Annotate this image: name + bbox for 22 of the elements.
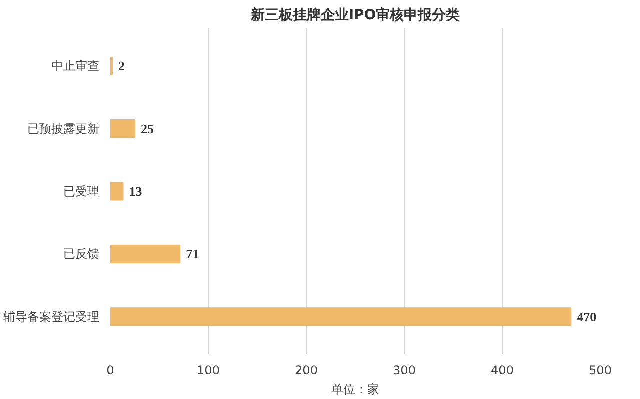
x-tick-label: 0 bbox=[106, 364, 114, 378]
data-label: 71 bbox=[186, 246, 200, 262]
chart-title: 新三板挂牌企业IPO审核申报分类 bbox=[250, 6, 460, 24]
y-tick-label: 中止审查 bbox=[52, 59, 100, 74]
data-label: 2 bbox=[118, 58, 125, 74]
y-tick-label: 已反馈 bbox=[64, 247, 100, 262]
x-axis-title: 单位：家 bbox=[332, 382, 380, 396]
bar bbox=[110, 182, 124, 201]
bar bbox=[110, 308, 572, 326]
y-tick-label: 辅导备案登记受理 bbox=[4, 310, 100, 324]
x-tick-label: 400 bbox=[491, 364, 514, 378]
data-label: 13 bbox=[129, 184, 143, 199]
bar bbox=[110, 120, 136, 138]
y-tick-label: 已受理 bbox=[64, 184, 100, 198]
bar bbox=[110, 244, 181, 264]
x-tick-label: 100 bbox=[197, 364, 220, 378]
x-tick-label: 200 bbox=[295, 364, 318, 378]
data-label: 25 bbox=[141, 121, 154, 136]
x-tick-label: 500 bbox=[589, 364, 612, 378]
y-tick-label: 已预披露更新 bbox=[28, 122, 100, 136]
x-tick-label: 300 bbox=[393, 364, 416, 378]
data-label: 470 bbox=[577, 309, 597, 324]
